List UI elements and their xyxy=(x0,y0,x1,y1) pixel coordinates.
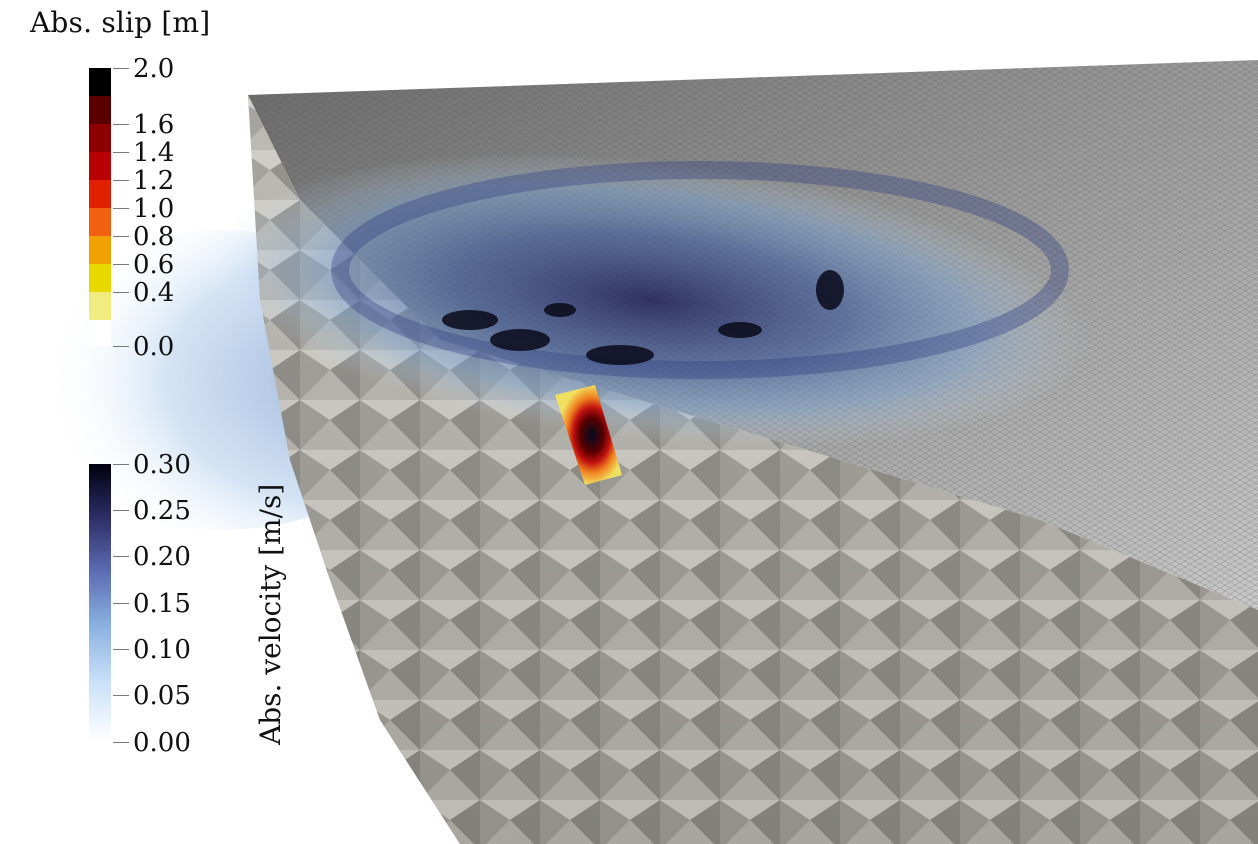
slip-tick-label: 0.4 xyxy=(133,278,175,308)
slip-tick-label: 0.8 xyxy=(133,222,175,252)
slip-tick-label: 1.6 xyxy=(133,110,175,140)
velocity-legend-title: Abs. velocity [m/s] xyxy=(254,483,287,745)
velocity-tick-label: 0.30 xyxy=(133,450,191,480)
slip-tick-label: 0.0 xyxy=(133,332,175,362)
slip-tick-label: 1.2 xyxy=(133,166,175,196)
velocity-tick-label: 0.20 xyxy=(133,542,191,572)
velocity-tick-label: 0.00 xyxy=(133,728,191,758)
wavefield xyxy=(212,153,1088,447)
velocity-tick-label: 0.25 xyxy=(133,496,191,526)
fault-plane xyxy=(555,385,622,485)
velocity-tick-label: 0.10 xyxy=(133,635,191,665)
high-velocity-patches xyxy=(442,270,844,365)
slip-tick-label: 2.0 xyxy=(133,54,175,84)
slip-colorbar xyxy=(89,68,111,346)
slip-tick-label: 0.6 xyxy=(133,250,175,280)
velocity-colorbar xyxy=(89,464,111,742)
slip-tick-label: 1.0 xyxy=(133,194,175,224)
slip-legend-title: Abs. slip [m] xyxy=(30,6,211,39)
slip-tick-label: 1.4 xyxy=(133,138,175,168)
velocity-tick-label: 0.15 xyxy=(133,589,191,619)
wavefield-ring xyxy=(331,161,1069,379)
volume-mesh-triangles xyxy=(248,95,1258,844)
velocity-tick-label: 0.05 xyxy=(133,681,191,711)
